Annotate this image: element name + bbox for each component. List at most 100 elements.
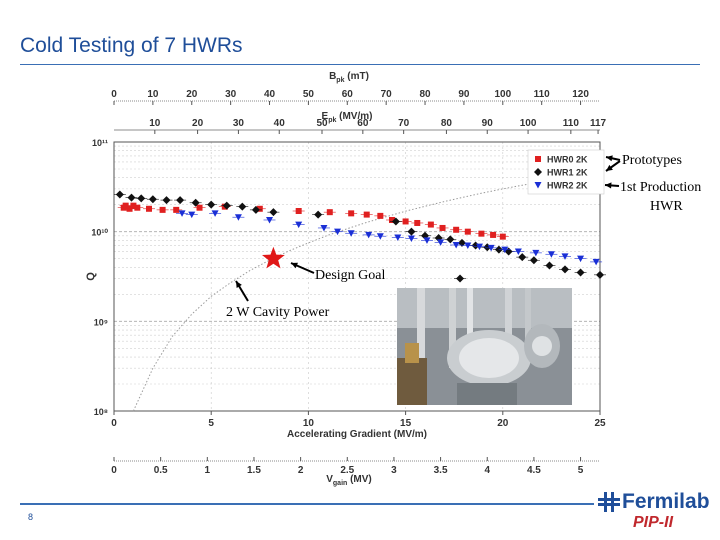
secondary-tick-label: 40 — [274, 118, 286, 129]
secondary-tick-label: 80 — [441, 118, 453, 129]
y-axis-label: Q — [85, 272, 97, 281]
secondary-tick-label: 60 — [342, 89, 354, 100]
data-point-hwr2 — [234, 214, 242, 221]
logo-text: Fermilab — [622, 490, 710, 513]
data-point-hwr2 — [365, 231, 373, 239]
y-tick-label: 10⁸ — [94, 407, 108, 417]
secondary-tick-label: 60 — [357, 118, 369, 129]
data-point-hwr0 — [402, 218, 409, 225]
data-point-hwr1 — [576, 268, 585, 277]
arrow-icon — [605, 182, 612, 189]
pip-ii-label: PIP-II — [633, 514, 674, 531]
data-point-hwr2 — [437, 239, 445, 246]
legend-marker — [535, 156, 541, 162]
data-point-hwr2 — [475, 243, 483, 251]
power-curve-line — [132, 170, 601, 412]
data-point-hwr2 — [211, 210, 219, 217]
data-point-hwr1 — [115, 190, 124, 199]
secondary-tick-label: 0 — [111, 89, 117, 100]
x-axis-label: Accelerating Gradient (MV/m) — [287, 429, 427, 440]
data-point-hwr1 — [148, 195, 157, 204]
legend-label: HWR2 2K — [547, 181, 588, 191]
secondary-tick-label: 0 — [111, 465, 117, 476]
secondary-tick-label: 4.5 — [527, 465, 541, 476]
secondary-tick-label: 30 — [225, 89, 237, 100]
secondary-tick-label: 1.5 — [247, 465, 261, 476]
production-hwr-label-line1: 1st Production — [620, 180, 702, 195]
x-tick-label: 25 — [594, 418, 606, 429]
y-tick-label: 10¹⁰ — [91, 228, 108, 238]
design-goal-star-icon — [262, 246, 285, 269]
secondary-tick-label: 0.5 — [154, 465, 168, 476]
secondary-tick-label: 80 — [419, 89, 431, 100]
secondary-tick-label: 70 — [381, 89, 393, 100]
design-goal-label: Design Goal — [315, 268, 386, 283]
data-point-hwr0 — [159, 206, 166, 213]
bpk-axis-label: Bpk (mT) — [329, 71, 369, 84]
data-point-hwr2 — [295, 221, 303, 229]
data-point-hwr1 — [269, 208, 278, 217]
data-point-hwr0 — [439, 224, 446, 231]
data-point-hwr2 — [464, 242, 472, 250]
data-point-hwr0 — [464, 228, 471, 235]
data-point-hwr0 — [348, 210, 355, 217]
x-tick-label: 10 — [303, 418, 315, 429]
data-point-hwr1 — [596, 270, 604, 279]
data-point-hwr2 — [394, 234, 402, 242]
data-point-hwr2 — [452, 242, 460, 249]
data-point-hwr1 — [545, 261, 554, 270]
vgain-axis-label: Vgain (MV) — [326, 474, 372, 487]
secondary-tick-label: 70 — [398, 118, 410, 129]
secondary-tick-label: 90 — [482, 118, 494, 129]
data-point-hwr0 — [490, 231, 497, 238]
data-point-hwr0 — [196, 204, 203, 211]
legend-label: HWR0 2K — [547, 155, 588, 165]
data-point-hwr0 — [414, 219, 421, 226]
data-point-hwr1 — [207, 200, 216, 209]
data-point-hwr2 — [347, 230, 355, 237]
data-point-hwr0 — [173, 206, 180, 213]
production-hwr-label-line2: HWR — [650, 199, 683, 214]
secondary-tick-label: 50 — [316, 118, 328, 129]
arrow-icon — [606, 155, 613, 162]
prototypes-label: Prototypes — [622, 153, 682, 168]
secondary-tick-label: 4 — [484, 465, 490, 476]
secondary-tick-label: 30 — [233, 118, 245, 129]
data-point-hwr1 — [518, 253, 527, 262]
secondary-tick-label: 40 — [264, 89, 276, 100]
data-point-hwr2 — [514, 248, 522, 256]
secondary-tick-label: 5 — [578, 465, 584, 476]
secondary-tick-label: 117 — [590, 118, 607, 129]
data-point-hwr1 — [391, 217, 400, 226]
data-point-hwr0 — [134, 204, 141, 211]
cavity-power-label: 2 W Cavity Power — [226, 305, 330, 320]
data-point-hwr1 — [446, 235, 455, 244]
data-point-hwr1 — [529, 256, 538, 265]
data-point-hwr1 — [137, 194, 146, 203]
secondary-tick-label: 3.5 — [434, 465, 448, 476]
data-point-hwr2 — [188, 211, 196, 219]
arrow-icon — [291, 262, 298, 269]
data-point-hwr0 — [377, 212, 384, 219]
x-tick-label: 20 — [497, 418, 509, 429]
slide-title: Cold Testing of 7 HWRs — [20, 34, 243, 57]
data-point-hwr1 — [191, 198, 200, 207]
fermilab-logo-icon — [598, 492, 620, 512]
x-tick-label: 15 — [400, 418, 412, 429]
fermilab-logo: Fermilab PIP-II — [598, 490, 710, 534]
data-point-hwr2 — [266, 216, 274, 224]
legend-marker — [534, 168, 542, 176]
data-point-hwr0 — [388, 216, 395, 223]
data-point-hwr2 — [487, 244, 495, 252]
data-point-hwr2 — [423, 237, 431, 244]
data-point-hwr2 — [334, 228, 342, 236]
legend-marker — [534, 182, 542, 189]
data-point-hwr1 — [162, 196, 171, 205]
data-point-hwr1 — [127, 193, 136, 202]
footer-divider — [20, 503, 594, 505]
data-point-hwr0 — [130, 202, 137, 209]
data-point-hwr0 — [363, 211, 370, 218]
arrow-icon — [606, 164, 613, 171]
data-point-hwr0 — [478, 230, 485, 237]
data-point-hwr0 — [427, 221, 434, 228]
